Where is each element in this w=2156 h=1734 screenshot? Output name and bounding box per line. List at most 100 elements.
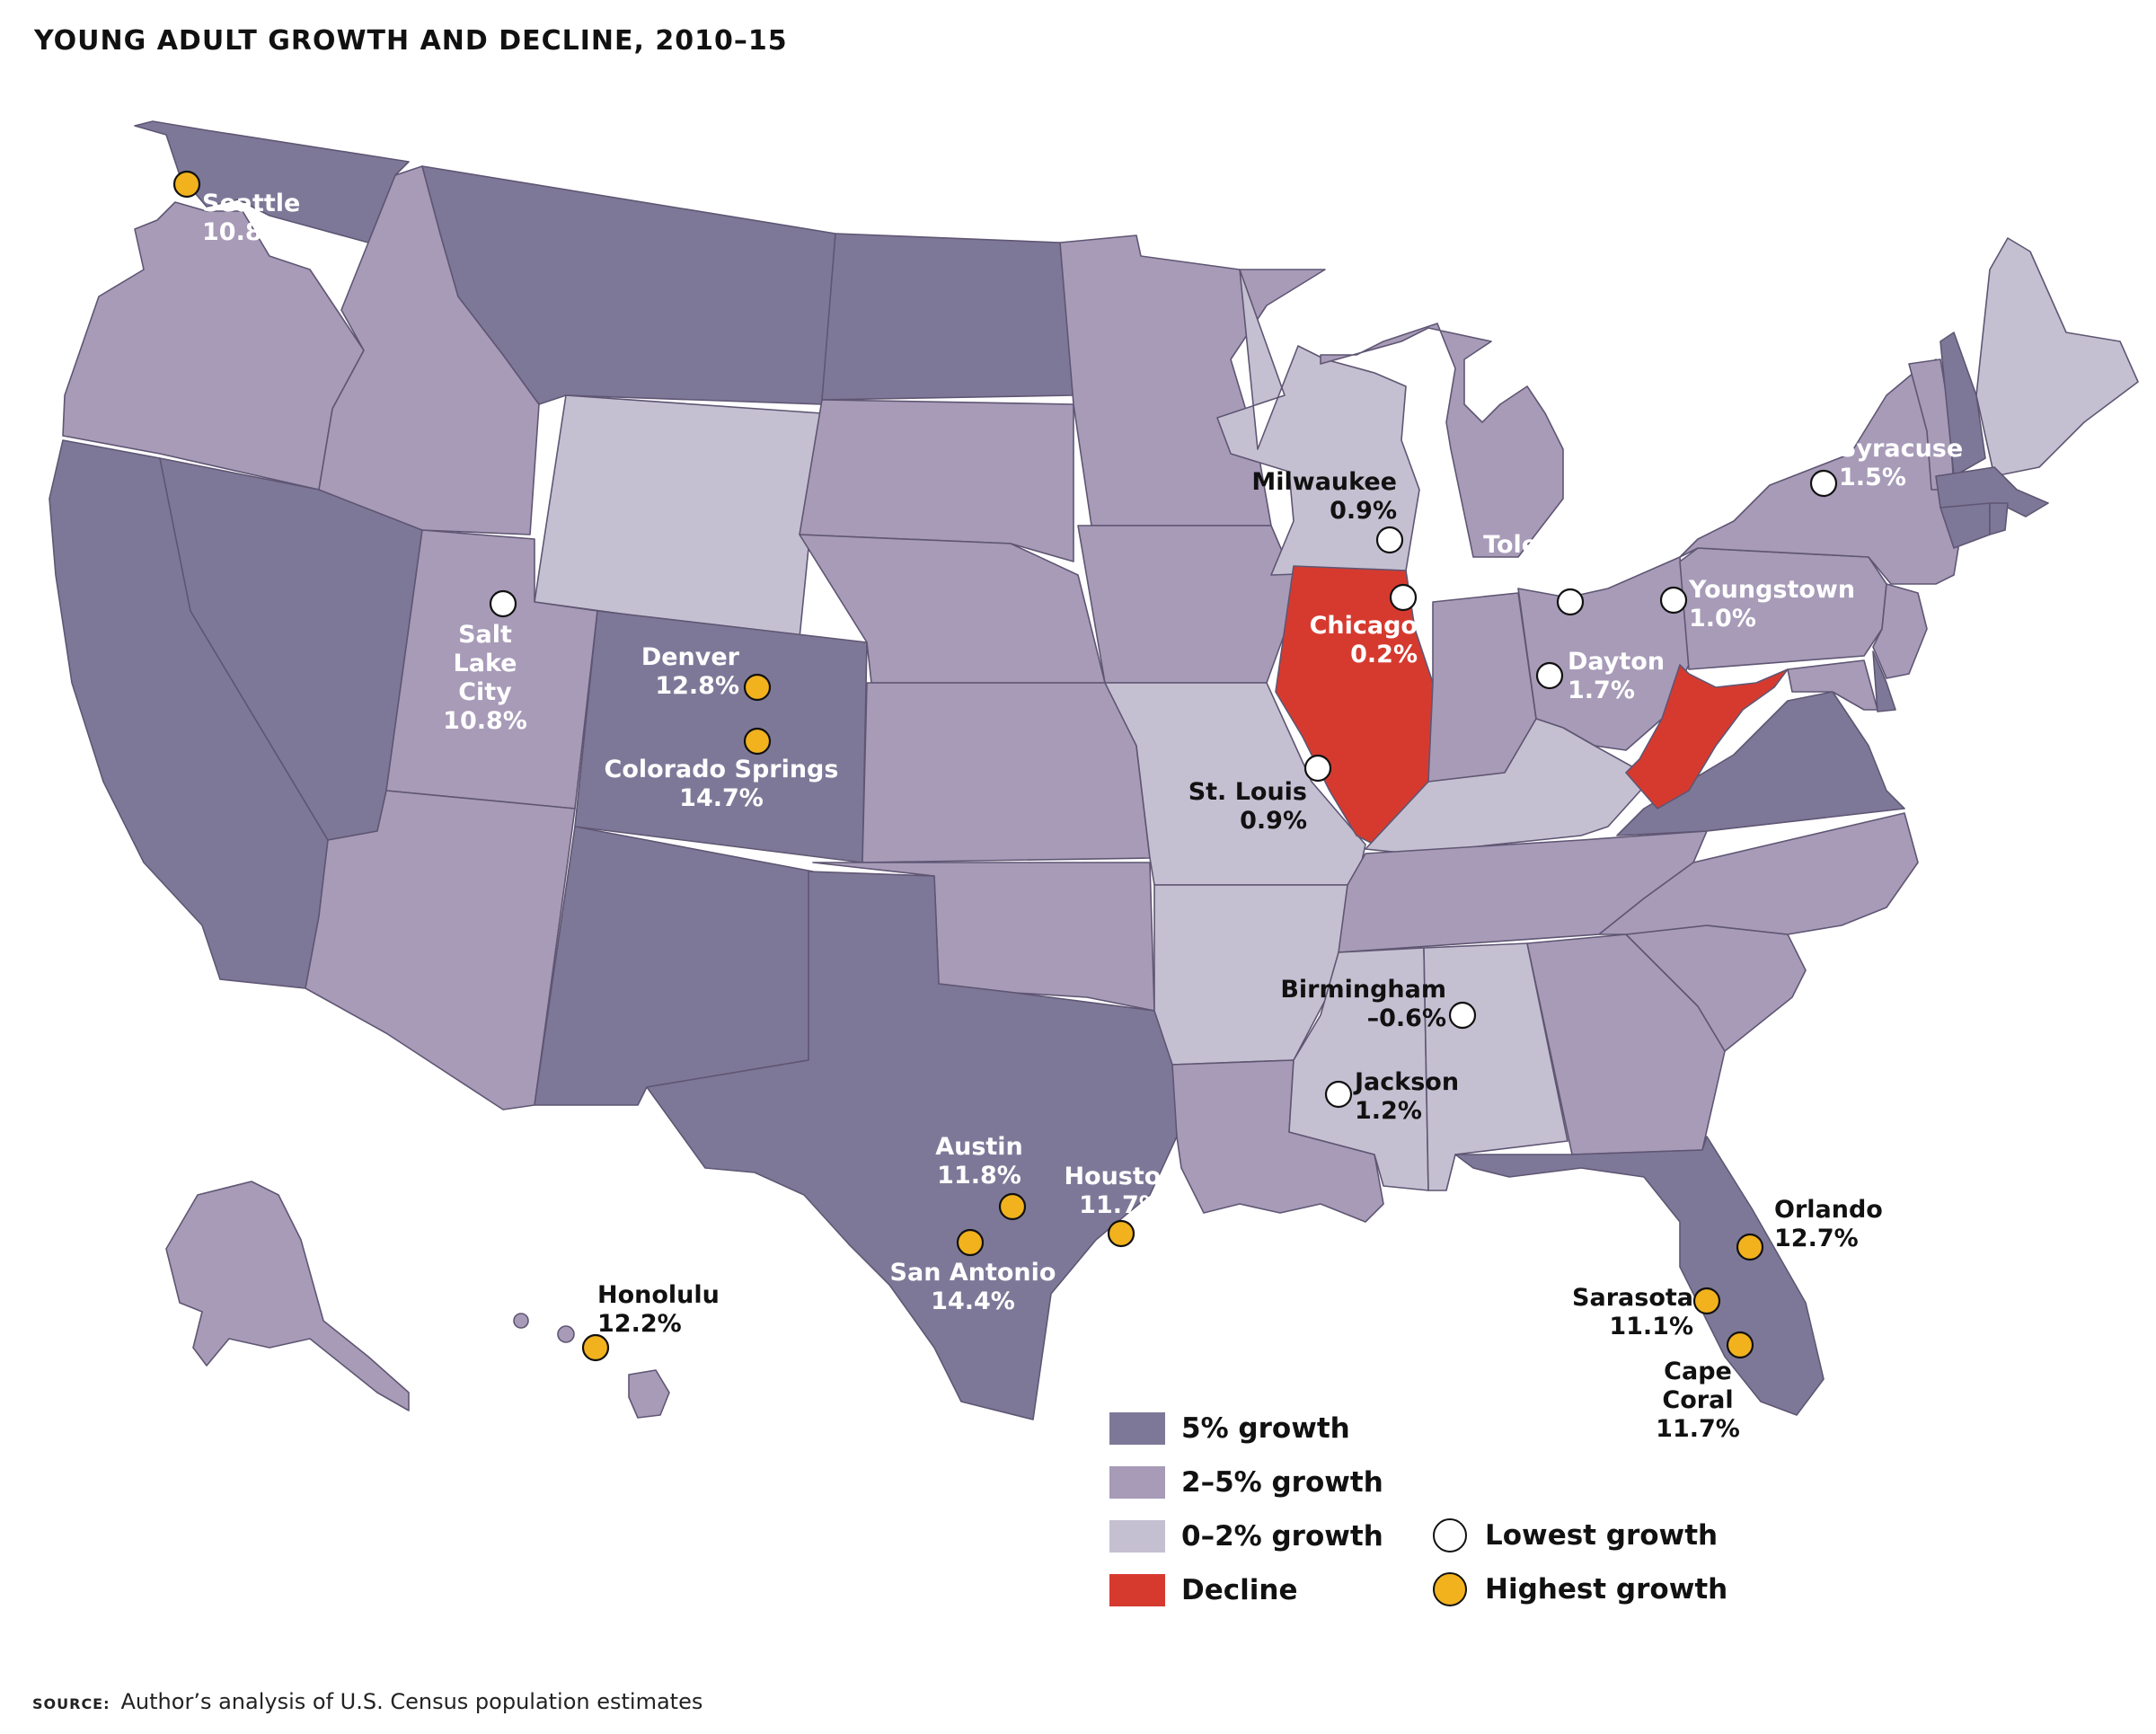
legend-highest-marker-icon (1433, 1572, 1467, 1606)
source-note: SOURCE: Author’s analysis of U.S. Census … (32, 1689, 702, 1714)
lowest-growth-marker-icon (489, 589, 517, 618)
city-value-label: 12.7% (1774, 1225, 1859, 1252)
state-wisconsin (1216, 269, 1420, 576)
legend-label-high-growth: 5% growth (1181, 1412, 1350, 1445)
state-hawaii-island-2 (513, 1313, 529, 1329)
city-name-label: Syracuse (1839, 435, 1963, 463)
state-florida (1454, 1136, 1825, 1416)
state-maryland (1787, 659, 1878, 711)
map-title: YOUNG ADULT GROWTH AND DECLINE, 2010–15 (34, 25, 788, 57)
city-value-label: 11.8% (937, 1162, 1021, 1190)
legend-lowest-marker-icon (1433, 1518, 1467, 1553)
city-name-label: Austin (935, 1133, 1023, 1161)
lowest-growth-marker-icon (1324, 1080, 1353, 1109)
city-name-label: Cape (1664, 1358, 1732, 1385)
legend-swatch-low-growth (1109, 1520, 1165, 1553)
lowest-growth-marker-icon (1809, 469, 1838, 498)
highest-growth-marker-icon (1726, 1331, 1754, 1359)
city-value-label: 12.8% (655, 672, 739, 700)
state-north-carolina (1598, 812, 1919, 935)
city-name-label: Youngstown (1688, 576, 1855, 604)
highest-growth-marker-icon (1736, 1233, 1764, 1261)
highest-growth-marker-icon (1692, 1287, 1721, 1315)
city-value-label: 1.2% (1355, 1097, 1422, 1125)
state-kansas (862, 682, 1151, 863)
lowest-growth-marker-icon (1556, 588, 1585, 616)
state-north-dakota (821, 233, 1074, 401)
city-name-label: Toledo (1483, 531, 1572, 559)
lowest-growth-marker-icon (1535, 661, 1564, 690)
legend-swatch-decline (1109, 1574, 1165, 1606)
legend-swatch-mid-growth (1109, 1466, 1165, 1499)
state-texas (646, 871, 1182, 1420)
city-value-label: 1.5% (1839, 464, 1906, 491)
state-alaska (165, 1181, 410, 1411)
legend-item-low-growth: 0–2% growth (1109, 1520, 1383, 1553)
city-name-label: Salt (458, 621, 512, 649)
state-hawaii-island-3 (557, 1325, 575, 1343)
legend-label-lowest: Lowest growth (1485, 1519, 1719, 1552)
city-name-label: Milwaukee (1251, 468, 1397, 496)
highest-growth-marker-icon (172, 170, 201, 199)
legend-item-high-growth: 5% growth (1109, 1412, 1350, 1445)
state-new-mexico (534, 826, 814, 1106)
source-text: Author’s analysis of U.S. Census populat… (120, 1689, 703, 1714)
city-value-label: 11.7% (1079, 1191, 1163, 1219)
city-name-label: Coral (1662, 1386, 1733, 1414)
legend-item-mid-growth: 2–5% growth (1109, 1466, 1383, 1499)
highest-growth-marker-icon (956, 1228, 985, 1257)
state-iowa (1077, 525, 1299, 684)
legend-item-lowest-growth: Lowest growth (1433, 1518, 1718, 1553)
city-value-label: 0.2% (1350, 641, 1418, 668)
state-south-dakota (799, 399, 1074, 562)
city-value-label: 11.1% (1609, 1313, 1693, 1340)
state-rhode-island (1989, 502, 2009, 535)
city-value-label: 1.0% (1689, 605, 1756, 633)
lowest-growth-marker-icon (1375, 526, 1404, 554)
city-name-label: Orlando (1774, 1196, 1883, 1224)
lowest-growth-marker-icon (1659, 586, 1688, 615)
city-value-label: –0.6% (1367, 1004, 1446, 1032)
legend-label-mid-growth: 2–5% growth (1181, 1466, 1383, 1499)
state-hawaii (628, 1369, 670, 1419)
city-value-label: 12.2% (597, 1310, 682, 1338)
state-washington (134, 120, 410, 243)
state-arizona (305, 790, 576, 1110)
city-name-label: Dayton (1568, 648, 1665, 676)
highest-growth-marker-icon (581, 1333, 610, 1362)
city-name-label: Lake (454, 650, 517, 677)
city-value-label: 14.7% (679, 784, 764, 812)
city-name-label: St. Louis (1188, 778, 1307, 806)
state-west-virginia (1625, 664, 1789, 809)
city-name-label: Colorado Springs (605, 756, 839, 783)
city-name-label: Jackson (1353, 1068, 1459, 1096)
city-value-label: 14.4% (931, 1287, 1015, 1315)
state-maine (1975, 237, 2139, 477)
city-name-label: Honolulu (597, 1281, 720, 1309)
lowest-growth-marker-icon (1448, 1001, 1477, 1030)
city-value-label: 10.8% (202, 218, 287, 246)
city-value-label: 1.7% (1568, 677, 1635, 704)
legend-item-highest-growth: Highest growth (1433, 1572, 1727, 1606)
state-michigan (1320, 323, 1564, 558)
state-wyoming (534, 394, 823, 639)
state-new-hampshire (1940, 332, 1986, 477)
city-name-label: Chicago (1310, 612, 1418, 640)
city-name-label: Seattle (202, 190, 300, 217)
city-value-label: 11.7% (1656, 1415, 1740, 1443)
source-key: SOURCE: (32, 1695, 110, 1712)
